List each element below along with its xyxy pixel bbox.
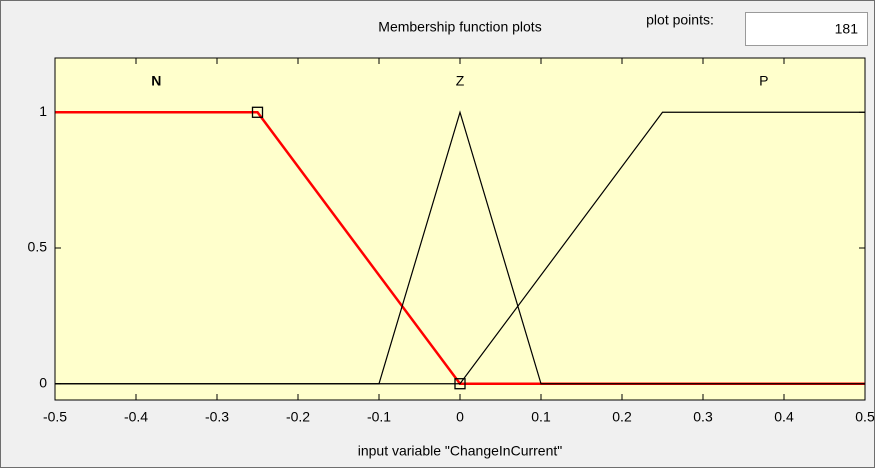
- plot-points-input[interactable]: [745, 12, 868, 46]
- y-tick-label: 1: [39, 103, 47, 119]
- x-tick-label: -0.5: [43, 409, 67, 425]
- x-tick-label: 0.2: [612, 409, 632, 425]
- x-tick-label: 0.1: [531, 409, 551, 425]
- x-tick-label: 0.4: [774, 409, 794, 425]
- mf-name: N: [151, 73, 161, 89]
- x-tick-label: -0.1: [367, 409, 391, 425]
- y-tick-label: 0.5: [28, 239, 48, 255]
- x-tick-label: -0.2: [286, 409, 310, 425]
- mf-name: P: [759, 73, 768, 89]
- x-axis-label: input variable "ChangeInCurrent": [358, 443, 563, 459]
- chart-title: Membership function plots: [378, 19, 541, 35]
- membership-line: [55, 111, 865, 385]
- x-tick-label: 0: [456, 409, 464, 425]
- y-tick-label: 0: [39, 374, 47, 390]
- axes-box: [54, 57, 866, 401]
- plot-area: [55, 58, 865, 400]
- x-tick-label: 0.5: [855, 409, 875, 425]
- vertex-marker: [251, 106, 264, 118]
- plot-points-value[interactable]: 181: [835, 21, 859, 37]
- x-tick-label: -0.3: [205, 409, 229, 425]
- mf-name: Z: [456, 73, 465, 89]
- x-tick-label: 0.3: [693, 409, 713, 425]
- plot-points-label: plot points:: [646, 12, 714, 28]
- x-tick-label: -0.4: [124, 409, 148, 425]
